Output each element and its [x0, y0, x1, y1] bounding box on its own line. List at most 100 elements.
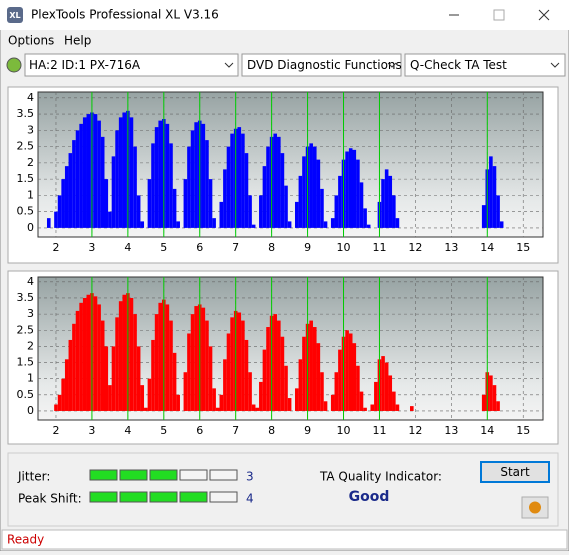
x-tick-label: 6 — [196, 241, 203, 254]
bar — [226, 146, 231, 228]
bar — [259, 195, 263, 228]
x-tick-label: 14 — [480, 241, 494, 254]
start-button[interactable] — [480, 461, 550, 483]
peak-shift-label: Peak Shift: — [18, 492, 82, 506]
y-tick-label: 3 — [27, 123, 34, 136]
meter-segment — [89, 469, 118, 481]
x-tick-label: 7 — [232, 424, 239, 437]
bar — [140, 385, 145, 411]
y-tick-label: 2 — [27, 339, 34, 352]
bar — [294, 388, 299, 411]
bar — [54, 404, 58, 411]
bar — [57, 195, 62, 228]
bar — [61, 179, 65, 228]
bar — [212, 388, 216, 411]
menu-item[interactable]: Help — [64, 34, 91, 48]
bar — [219, 394, 224, 411]
meter-segment — [209, 469, 238, 481]
x-tick-label: 9 — [304, 241, 311, 254]
bar — [312, 327, 317, 411]
status-text: Ready — [7, 533, 44, 547]
start-label: Start — [500, 465, 530, 479]
bar — [316, 159, 321, 228]
bar — [309, 143, 313, 228]
bar — [93, 296, 98, 411]
drive-select[interactable] — [24, 53, 239, 77]
app-icon-text: XL — [9, 11, 20, 20]
bar — [277, 136, 281, 228]
menu-item[interactable]: Options — [8, 34, 54, 48]
bar — [151, 143, 155, 228]
meter-segment — [149, 491, 178, 503]
bar — [241, 133, 245, 228]
x-tick-label: 6 — [196, 424, 203, 437]
quality-label: TA Quality Indicator: — [319, 470, 442, 484]
bar — [61, 378, 65, 411]
bar — [205, 140, 209, 228]
bar — [248, 372, 252, 411]
bar — [492, 385, 497, 411]
bar — [302, 156, 306, 228]
jitter-value: 3 — [246, 470, 254, 484]
bar — [208, 179, 213, 228]
quality-value: Good — [349, 489, 390, 505]
bar — [287, 221, 292, 228]
bar — [190, 130, 195, 228]
bar — [154, 314, 159, 411]
bar — [348, 333, 353, 411]
bar — [136, 346, 141, 411]
dropdown-arrow — [550, 62, 560, 68]
bar — [133, 314, 137, 411]
bar — [201, 307, 206, 411]
x-tick-label: 11 — [372, 241, 386, 254]
bar — [215, 407, 220, 411]
x-tick-label: 9 — [304, 424, 311, 437]
dropdown-arrow — [224, 62, 234, 68]
bar — [104, 346, 109, 411]
bar — [68, 339, 73, 411]
title-bar — [0, 0, 569, 30]
bar — [79, 302, 83, 411]
bar — [359, 182, 364, 228]
bar — [489, 156, 493, 228]
bar — [108, 385, 112, 411]
bar — [251, 404, 256, 411]
bar — [100, 136, 105, 228]
bar — [147, 378, 152, 411]
meter-segment — [89, 491, 118, 503]
y-tick-label: 2.5 — [17, 323, 35, 336]
test-select[interactable] — [404, 53, 566, 77]
y-tick-label: 1 — [27, 372, 34, 385]
bar — [244, 339, 249, 411]
bar — [169, 320, 173, 411]
bar — [284, 185, 288, 228]
bar — [122, 294, 127, 411]
bar — [280, 336, 285, 411]
bar — [64, 166, 69, 228]
bar — [140, 221, 145, 228]
bar — [496, 401, 500, 411]
bar — [251, 224, 256, 228]
close-button[interactable] — [538, 9, 550, 21]
function-select[interactable] — [241, 53, 402, 77]
x-tick-label: 11 — [372, 424, 386, 437]
bar — [374, 381, 378, 411]
bar — [172, 352, 177, 411]
y-tick-label: 4 — [27, 275, 34, 288]
app-icon — [7, 7, 23, 23]
bar — [481, 394, 486, 411]
y-tick-label: 0.5 — [17, 388, 35, 401]
x-tick-label: 10 — [337, 424, 351, 437]
bar — [284, 365, 288, 411]
bar — [115, 317, 119, 411]
bar — [366, 224, 371, 228]
bar — [226, 333, 231, 411]
maximize-button[interactable] — [493, 9, 505, 21]
bar — [320, 372, 324, 411]
bar — [176, 394, 180, 411]
y-tick-label: 0.5 — [17, 205, 35, 218]
test-text: Q-Check TA Test — [410, 58, 507, 72]
bar — [410, 406, 414, 411]
bar — [273, 314, 278, 411]
bar — [122, 112, 127, 228]
